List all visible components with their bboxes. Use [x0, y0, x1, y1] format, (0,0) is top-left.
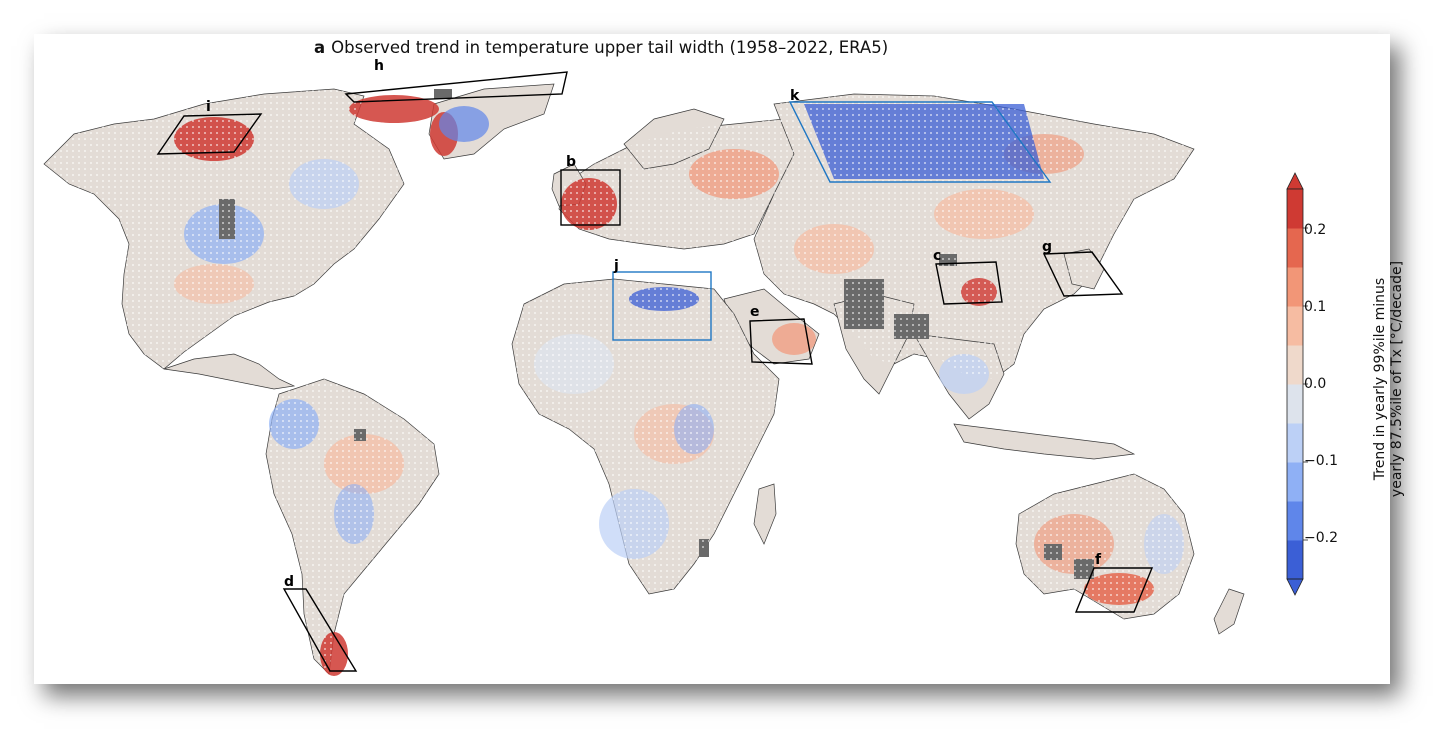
region-label-j: j: [613, 258, 619, 274]
title-text: Observed trend in temperature upper tail…: [331, 38, 889, 57]
colorbar-segment: [1287, 384, 1303, 424]
region-label-h: h: [374, 58, 384, 74]
colorbar-segment: [1287, 267, 1303, 307]
region-box-c: [935, 261, 1003, 305]
region-label-b: b: [566, 154, 576, 170]
region-label-e: e: [750, 304, 760, 320]
region-box-d: [282, 588, 358, 672]
colorbar-segment: [1287, 189, 1303, 229]
colorbar: [1286, 172, 1308, 596]
region-label-f: f: [1095, 552, 1102, 568]
colorbar-tick-neg0.1: −0.1: [1304, 453, 1338, 469]
colorbar-segment: [1287, 540, 1303, 580]
colorbar-segment: [1287, 501, 1303, 541]
colorbar-segment: [1287, 423, 1303, 463]
region-label-g: g: [1042, 239, 1052, 255]
panel-letter: a: [314, 38, 326, 57]
region-box-e: [749, 318, 813, 365]
colorbar-tick-0.2: 0.2: [1304, 222, 1327, 238]
colorbar-tick-neg0.2: −0.2: [1304, 530, 1338, 546]
colorbar-tick-0.0: 0.0: [1304, 376, 1327, 392]
region-label-i: i: [206, 99, 211, 115]
figure-panel: a Observed trend in temperature upper tai…: [34, 34, 1405, 684]
madagascar: [753, 483, 777, 545]
region-box-h: [344, 71, 568, 103]
colorbar-segment: [1287, 345, 1303, 385]
central-america: [163, 353, 296, 390]
region-box-g: [1042, 251, 1124, 297]
region-label-d: d: [284, 574, 294, 590]
indonesia: [953, 423, 1136, 460]
region-box-k: [788, 101, 1052, 183]
colorbar-segment: [1287, 462, 1303, 502]
colorbar-segment: [1287, 228, 1303, 268]
region-label-c: c: [933, 248, 941, 264]
new-zealand: [1213, 588, 1245, 635]
region-box-j: [612, 271, 712, 341]
map-title: a Observed trend in temperature upper tai…: [314, 38, 888, 57]
colorbar-extend-min: [1286, 578, 1304, 596]
colorbar-tick-0.1: 0.1: [1304, 299, 1327, 315]
region-box-f: [1074, 567, 1154, 613]
region-label-k: k: [790, 88, 800, 104]
colorbar-label: Trend in yearly 99%ile minus yearly 87.5%…: [1372, 260, 1405, 498]
colorbar-extend-max: [1286, 172, 1304, 190]
region-box-b: [560, 169, 621, 226]
colorbar-segment: [1287, 306, 1303, 346]
region-box-i: [156, 113, 263, 155]
world-map: h i b k j c g e d f: [43, 58, 1308, 676]
